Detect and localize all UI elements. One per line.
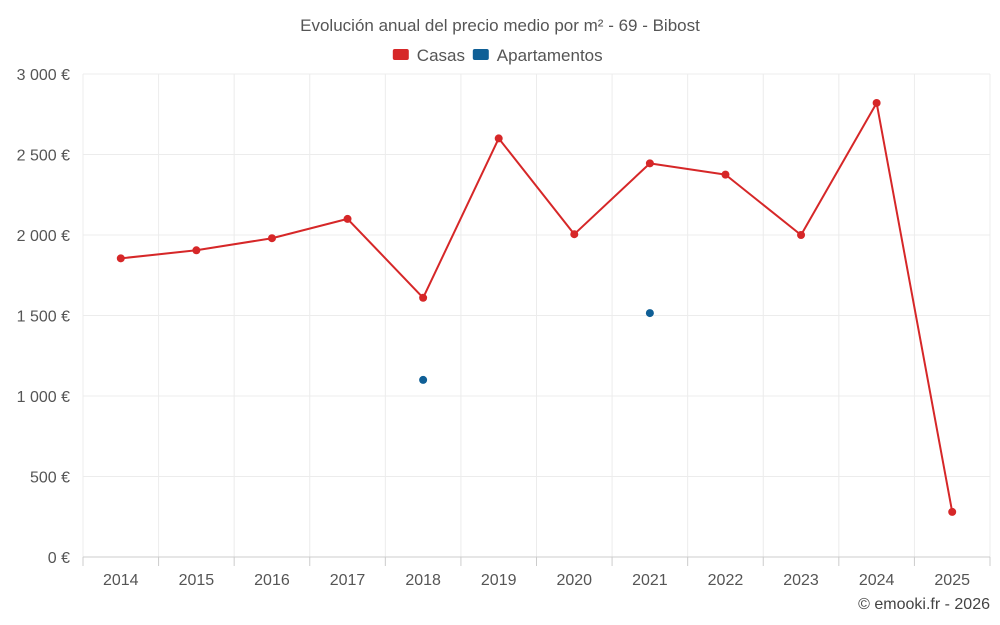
x-tick-label: 2015	[179, 572, 215, 589]
chart-title: Evolución anual del precio medio por m² …	[300, 16, 700, 35]
x-tick-label: 2025	[934, 572, 970, 589]
y-tick-label: 500 €	[30, 470, 70, 487]
series-casas	[116, 98, 957, 516]
legend-label: Casas	[417, 46, 465, 65]
axes: 0 € 500 € 1 000 € 1 500 € 2 000 € 2 500 € 3 00…	[17, 67, 991, 589]
legend-item-casas[interactable]: Casas	[392, 46, 465, 65]
legend-item-apartamentos[interactable]: Apartamentos	[472, 46, 603, 65]
series-line-segment	[497, 137, 576, 236]
data-point[interactable]	[872, 98, 881, 107]
x-tick-label: 2016	[254, 572, 290, 589]
legend-swatch	[472, 49, 489, 60]
data-point[interactable]	[494, 134, 503, 143]
x-tick-label: 2019	[481, 572, 517, 589]
series-line-segment	[875, 101, 954, 513]
x-tick-label: 2021	[632, 572, 668, 589]
data-point[interactable]	[721, 170, 730, 179]
series-line-segment	[270, 217, 349, 240]
x-tick-label: 2017	[330, 572, 366, 589]
series-line-segment	[422, 137, 500, 299]
series-line-segment	[346, 217, 425, 299]
x-tick-label: 2022	[708, 572, 744, 589]
y-tick-label: 0 €	[48, 550, 70, 567]
series-layer	[116, 98, 957, 516]
data-point[interactable]	[645, 159, 654, 168]
credit-text: © emooki.fr - 2026	[858, 596, 990, 613]
legend-swatch	[392, 49, 409, 60]
x-tick-label: 2018	[405, 572, 441, 589]
y-tick-label: 3 000 €	[17, 67, 70, 84]
series-apartamentos	[419, 309, 654, 384]
data-point[interactable]	[267, 234, 276, 243]
x-tick-label: 2020	[556, 572, 592, 589]
data-point[interactable]	[192, 246, 201, 255]
data-point[interactable]	[645, 309, 654, 318]
y-tick-label: 1 500 €	[17, 309, 70, 326]
data-point[interactable]	[343, 214, 352, 223]
x-tick-label: 2014	[103, 572, 139, 589]
series-line-segment	[119, 249, 198, 260]
series-line-segment	[724, 173, 803, 236]
series-line-segment	[195, 237, 273, 252]
grid-lines	[82, 73, 991, 557]
data-point[interactable]	[570, 230, 579, 239]
legend: Casas Apartamentos	[392, 46, 603, 65]
data-point[interactable]	[419, 293, 428, 302]
series-line-segment	[648, 162, 727, 176]
data-point[interactable]	[797, 231, 806, 239]
series-line-segment	[573, 162, 651, 236]
data-point[interactable]	[116, 254, 125, 263]
data-point[interactable]	[948, 507, 957, 516]
series-line-segment	[800, 101, 878, 236]
data-point[interactable]	[419, 375, 428, 384]
y-tick-label: 1 000 €	[17, 389, 70, 406]
y-tick-label: 2 500 €	[17, 148, 70, 165]
legend-label: Apartamentos	[497, 46, 603, 65]
y-tick-label: 2 000 €	[17, 228, 70, 245]
x-tick-label: 2023	[783, 572, 819, 589]
x-tick-label: 2024	[859, 572, 895, 589]
